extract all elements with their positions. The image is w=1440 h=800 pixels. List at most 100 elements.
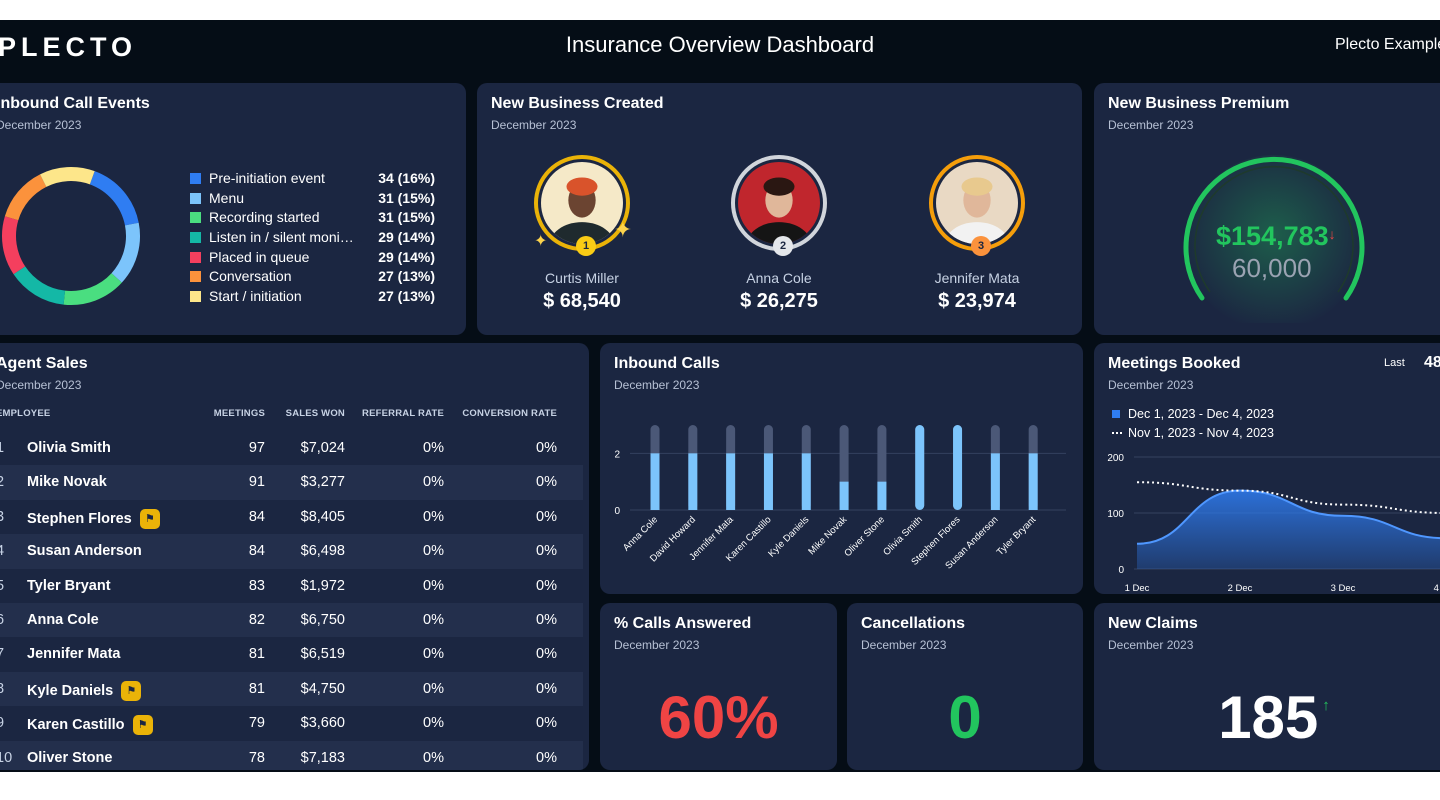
table-row[interactable]: 2 Mike Novak 91 $3,277 0% 0% <box>0 465 583 500</box>
row-employee: Tyler Bryant <box>27 578 111 594</box>
new-business-created-widget[interactable]: New Business Created December 2023 1 ✦ ✦ Cu… <box>477 83 1082 335</box>
table-row[interactable]: 6 Anna Cole 82 $6,750 0% 0% <box>0 603 583 638</box>
row-rank: 10 <box>0 749 13 766</box>
widget-period: December 2023 <box>0 118 82 132</box>
legend-item[interactable]: Conversation 27 (13%) <box>190 267 440 287</box>
donut-segment[interactable] <box>4 174 47 221</box>
bar[interactable] <box>953 425 963 510</box>
table-row[interactable]: 9 Karen Castillo ⚑ 79 $3,660 0% 0% <box>0 706 583 740</box>
row-conversion-rate: 0% <box>536 577 557 594</box>
table-row[interactable]: 7 Jennifer Mata 81 $6,519 0% 0% <box>0 637 583 671</box>
bar[interactable] <box>915 425 925 510</box>
row-rank: 3 <box>0 508 5 525</box>
table-row[interactable]: 10 Oliver Stone 78 $7,183 0% 0% <box>0 740 583 770</box>
widget-title: Inbound Calls <box>614 355 720 372</box>
legend-item[interactable]: Recording started 31 (15%) <box>190 208 440 228</box>
cancellations-widget[interactable]: Cancellations December 2023 0 <box>847 603 1083 770</box>
leader-3[interactable]: 3 Jennifer Mata $ 23,974 <box>907 155 1047 313</box>
column-employee[interactable]: EMPLOYEE <box>0 408 51 419</box>
donut-segment[interactable] <box>63 272 122 305</box>
trophy-icon: ⚑ <box>132 715 153 736</box>
row-rank: 9 <box>0 715 5 732</box>
employee-name: Tyler Bryant <box>27 577 111 594</box>
new-claims-widget[interactable]: New Claims December 2023 185 ↑ <box>1094 603 1440 770</box>
series-swatch <box>1112 410 1120 418</box>
agent-sales-widget[interactable]: Agent Sales December 2023 EMPLOYEE MEETI… <box>0 343 589 770</box>
legend-previous[interactable]: Nov 1, 2023 - Nov 4, 2023 <box>1112 426 1274 445</box>
row-employee: Anna Cole <box>27 612 99 628</box>
row-conversion-rate: 0% <box>536 612 557 628</box>
inbound-call-events-widget[interactable]: Inbound Call Events December 2023 Pre-in… <box>0 83 466 335</box>
row-sales-won: $1,972 <box>300 577 345 594</box>
account-name[interactable]: Plecto Example <box>1335 36 1440 53</box>
legend-item[interactable]: Menu 31 (15%) <box>190 189 440 209</box>
bar[interactable] <box>1028 453 1038 510</box>
legend-item[interactable]: Pre-initiation event 34 (16%) <box>190 169 440 189</box>
new-business-premium-widget[interactable]: New Business Premium December 2023 $154,… <box>1094 83 1440 335</box>
employee-name: Kyle Daniels <box>27 682 114 699</box>
row-rank: 1 <box>0 440 5 456</box>
table-row[interactable]: 8 Kyle Daniels ⚑ 81 $4,750 0% 0% <box>0 671 583 707</box>
legend-item[interactable]: Listen in / silent moni… 29 (14%) <box>190 228 440 248</box>
widget-title: New Business Premium <box>1108 95 1290 112</box>
table-row[interactable]: 1 Olivia Smith 97 $7,024 0% 0% <box>0 431 583 465</box>
donut-segment[interactable] <box>40 167 95 187</box>
area-current[interactable] <box>1137 490 1440 569</box>
legend-current-label: Dec 1, 2023 - Dec 4, 2023 <box>1128 407 1274 421</box>
bar[interactable] <box>990 453 1000 510</box>
y-tick-label: 0 <box>614 506 620 517</box>
legend-value: 27 (13%) <box>378 288 435 305</box>
leader-value: $ 68,540 <box>543 290 621 312</box>
donut-segment[interactable] <box>111 222 140 283</box>
calls-answered-widget[interactable]: % Calls Answered December 2023 60% <box>600 603 837 770</box>
donut-segment[interactable] <box>2 216 26 275</box>
row-employee: Susan Anderson <box>27 543 142 559</box>
bar[interactable] <box>650 453 660 510</box>
line-previous[interactable] <box>1136 481 1440 514</box>
leader-1[interactable]: 1 ✦ ✦ Curtis Miller $ 68,540 <box>512 155 652 313</box>
x-tick-label: 1 Dec <box>1125 583 1150 594</box>
row-sales-won: $7,024 <box>300 440 345 456</box>
x-tick-label: 4 Dec <box>1434 583 1440 594</box>
table-row[interactable]: 4 Susan Anderson 84 $6,498 0% 0% <box>0 534 583 569</box>
widget-title: Inbound Call Events <box>0 95 150 112</box>
bar[interactable] <box>726 453 736 510</box>
bar[interactable] <box>688 453 698 510</box>
employee-name: Mike Novak <box>27 474 107 491</box>
bar[interactable] <box>763 453 773 510</box>
legend-label: Pre-initiation event <box>209 170 325 186</box>
leader-2[interactable]: 2 Anna Cole $ 26,275 <box>709 155 849 313</box>
column-sales-won[interactable]: SALES WON <box>285 408 345 419</box>
avatar: 1 ✦ ✦ <box>534 155 632 256</box>
bar[interactable] <box>877 481 887 510</box>
row-employee: Oliver Stone <box>27 750 112 766</box>
bar[interactable] <box>801 453 811 510</box>
table-row[interactable]: 5 Tyler Bryant 83 $1,972 0% 0% <box>0 569 583 603</box>
employee-name: Stephen Flores <box>27 510 132 527</box>
column-conversion-rate[interactable]: CONVERSION RATE <box>462 408 557 419</box>
row-meetings: 81 <box>248 646 265 663</box>
column-referral-rate[interactable]: REFERRAL RATE <box>362 408 444 419</box>
y-tick-label: 0 <box>1118 565 1124 576</box>
bar[interactable] <box>839 481 849 510</box>
legend-item[interactable]: Start / initiation 27 (13%) <box>190 287 440 307</box>
widget-title: New Business Created <box>491 95 664 112</box>
rank-badge: 1 <box>576 236 596 256</box>
x-tick-label: Oliver Stone <box>842 514 887 559</box>
widget-period: December 2023 <box>1108 118 1194 132</box>
legend-current[interactable]: Dec 1, 2023 - Dec 4, 2023 <box>1112 407 1274 426</box>
row-rank: 5 <box>0 577 5 594</box>
donut-segment[interactable] <box>89 171 139 226</box>
donut-segment[interactable] <box>13 266 66 305</box>
table-row[interactable]: 3 Stephen Flores ⚑ 84 $8,405 0% 0% <box>0 500 583 534</box>
trend-up-icon: ↑ <box>1322 697 1330 714</box>
avatar: 3 <box>929 155 1025 256</box>
column-meetings[interactable]: MEETINGS <box>213 408 265 419</box>
meetings-booked-widget[interactable]: 0 100 200 1 Dec 2 Dec 3 Dec 4 Dec Meetings Boo… <box>1094 343 1440 594</box>
legend-previous-label: Nov 1, 2023 - Nov 4, 2023 <box>1128 426 1274 440</box>
row-meetings: 82 <box>248 612 265 628</box>
line-current[interactable] <box>1136 489 1440 545</box>
legend-item[interactable]: Placed in queue 29 (14%) <box>190 248 440 268</box>
inbound-calls-widget[interactable]: 0 2 Anna Cole David Howard Jennifer Mata Kare… <box>600 343 1083 594</box>
